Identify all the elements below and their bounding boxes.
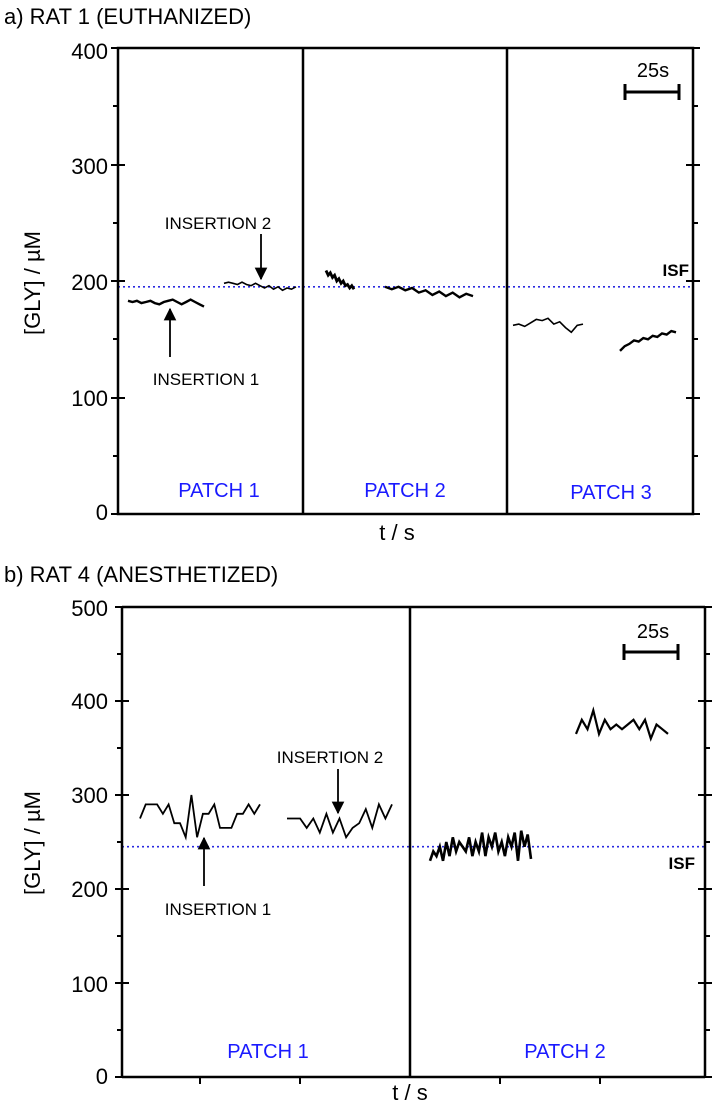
panel-a-patch-2-label: PATCH 2 — [364, 480, 446, 502]
panel-b-ylabel: [GLY] / µM — [20, 791, 45, 895]
panel-b-insertion-1-label: INSERTION 1 — [165, 900, 271, 919]
panel-b-ytick-400: 400 — [71, 689, 108, 714]
panel-b-scale-label: 25s — [637, 621, 669, 643]
panel-b-ytick-0: 0 — [96, 1064, 108, 1089]
panel-a-ytick-200: 200 — [71, 270, 108, 295]
panel-a-patch-3-segment-1-trace — [512, 317, 584, 334]
panel-a-ytick-400: 400 — [71, 39, 108, 64]
panel-a-insertion-1-label: INSERTION 1 — [153, 370, 259, 389]
panel-a-isf-label: ISF — [663, 261, 689, 280]
panel-b-title: b) RAT 4 (ANESTHETIZED) — [4, 562, 278, 587]
panel-b-patch-2-label: PATCH 2 — [524, 1041, 606, 1063]
panel-a-frame — [116, 46, 695, 516]
panel-b-ytick-200: 200 — [71, 877, 108, 902]
panel-a-ytick-100: 100 — [71, 386, 108, 411]
panel-a-title: a) RAT 1 (EUTHANIZED) — [4, 4, 251, 29]
panel-a-ytick-300: 300 — [71, 154, 108, 179]
panel-b-ytick-100: 100 — [71, 972, 108, 997]
panel-a-xlabel: t / s — [379, 520, 414, 545]
panel-a-ytick-0: 0 — [96, 500, 108, 525]
panel-a-patch-1-insertion-1-trace — [127, 298, 205, 308]
panel-a-patch-3-label: PATCH 3 — [570, 482, 652, 504]
panel-b: b) RAT 4 (ANESTHETIZED) 0 100 200 300 40… — [4, 562, 712, 1105]
panel-a-scale-label: 25s — [637, 60, 669, 82]
panel-a-patch-2-segment-2-trace — [384, 285, 474, 299]
panel-b-patch-1-insertion-1-trace — [139, 794, 261, 841]
panel-b-patch-1-label: PATCH 1 — [227, 1041, 309, 1063]
panel-b-isf-label: ISF — [669, 854, 695, 873]
panel-a-patch-2-segment-1-trace — [324, 269, 356, 291]
panel-b-ticks — [115, 606, 712, 1084]
panel-b-ytick-500: 500 — [71, 596, 108, 621]
panel-a-patch-1-insertion-2-trace — [223, 281, 297, 292]
panel-a-insertion-2-label: INSERTION 2 — [165, 214, 271, 233]
panel-a: a) RAT 1 (EUTHANIZED) 0 100 200 300 400 … — [4, 4, 700, 545]
panel-b-insertion-2-label: INSERTION 2 — [277, 748, 383, 767]
panel-b-xlabel: t / s — [392, 1080, 427, 1105]
panel-b-ytick-300: 300 — [71, 783, 108, 808]
panel-a-patch-3-segment-2-trace — [619, 329, 677, 352]
panel-a-patch-1-label: PATCH 1 — [178, 480, 260, 502]
panel-b-patch-2-segment-2-trace — [574, 706, 669, 742]
panel-b-patch-1-insertion-2-trace — [287, 801, 393, 840]
panel-a-ticks — [111, 47, 700, 515]
panel-b-patch-2-segment-1-trace — [428, 830, 533, 862]
panel-a-ylabel: [GLY] / µM — [20, 231, 45, 335]
